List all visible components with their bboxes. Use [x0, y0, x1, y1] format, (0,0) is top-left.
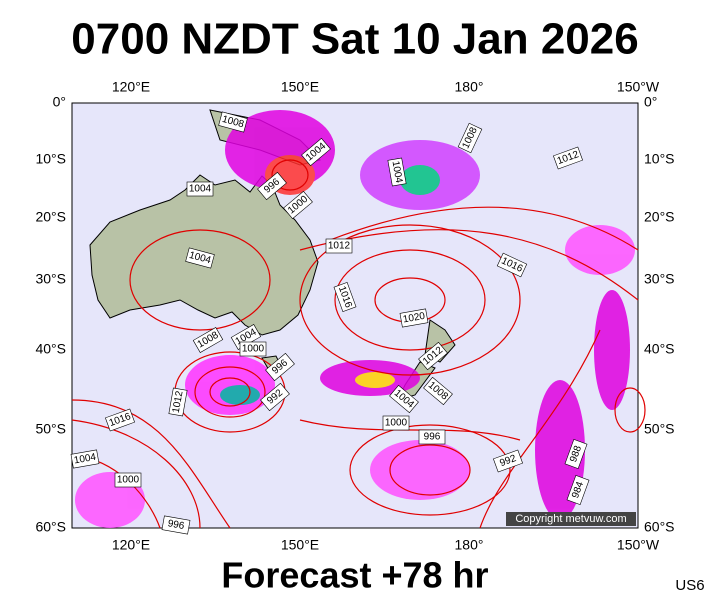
isobar-label-box — [283, 190, 313, 220]
isobar-label: 1020 — [399, 308, 429, 328]
isobar-label-box — [161, 515, 191, 535]
isobar-label-box — [186, 181, 214, 197]
isobar-label: 1008 — [218, 111, 248, 133]
isobar-label-box — [387, 157, 407, 187]
isobar-label-box — [382, 415, 410, 431]
isobar-label-box — [114, 472, 142, 488]
lon-label-bottom: 180° — [455, 537, 484, 553]
isobar-value: 1004 — [73, 452, 97, 467]
isobar-label-box — [218, 111, 248, 133]
isobar-label: 1012 — [553, 146, 583, 170]
isobar-label-box — [192, 327, 224, 353]
isobar-value: 1000 — [242, 344, 265, 355]
isobar-label-box — [418, 341, 448, 371]
isobar-label-box — [260, 382, 290, 412]
isobar-label: 996 — [265, 352, 295, 382]
isobar-label: 1004 — [387, 157, 407, 187]
isobar-value: 996 — [424, 432, 441, 443]
isobar-label: 1016 — [105, 408, 135, 432]
isobar-value: 1000 — [117, 475, 140, 486]
isobar-value: 1020 — [402, 311, 426, 326]
lat-label-right: 50°S — [644, 421, 675, 437]
lat-label-left: 10°S — [35, 151, 66, 167]
isobar-label: 996 — [161, 515, 191, 535]
lat-label-right: 0° — [644, 94, 657, 110]
lat-label-right: 40°S — [644, 341, 675, 357]
isobar-label: 996 — [418, 429, 446, 445]
lat-label-left: 0° — [53, 94, 66, 110]
isobar-label-box — [105, 408, 135, 432]
isobar-label: 1008 — [457, 122, 483, 154]
isobar-label: 992 — [493, 449, 523, 473]
copyright-box — [506, 512, 636, 526]
isobar-label-box — [389, 384, 419, 414]
isobar-label-box — [493, 449, 523, 473]
isobar-label-box — [185, 247, 215, 269]
lat-label-left: 60°S — [35, 519, 66, 535]
isobar-label: 1016 — [333, 282, 357, 312]
isobar-label-box — [423, 376, 453, 406]
isobar-label-box — [325, 238, 353, 254]
isobar-label-box — [566, 475, 590, 505]
isobar-value: 996 — [167, 518, 186, 532]
isobar-value: 1004 — [390, 160, 405, 184]
lat-label-left: 40°S — [35, 341, 66, 357]
lat-label-right: 60°S — [644, 519, 675, 535]
isobar-label: 992 — [260, 382, 290, 412]
isobar-label: 1004 — [70, 449, 100, 469]
isobar-label-box — [553, 146, 583, 170]
lat-label-left: 30°S — [35, 271, 66, 287]
copyright: Copyright metvuw.com — [515, 513, 626, 525]
isobar-value: 1000 — [385, 418, 408, 429]
isobar-label-box — [457, 122, 483, 154]
isobar-label-box — [496, 252, 528, 278]
isobar-label: 1000 — [114, 472, 142, 488]
isobar-value: 1004 — [189, 184, 212, 195]
lon-label-bottom: 150°E — [281, 537, 319, 553]
isobar-label-box — [257, 171, 287, 201]
isobar-label: 1012 — [325, 238, 353, 254]
isobar-label-box — [168, 387, 188, 417]
isobar-label: 1004 — [186, 181, 214, 197]
lat-label-right: 20°S — [644, 209, 675, 225]
forecast-label: Forecast +78 hr — [221, 555, 488, 596]
isobar-label: 996 — [257, 171, 287, 201]
isobar-label: 988 — [564, 439, 588, 469]
isobar-label-box — [239, 341, 267, 357]
isobar-label-box — [70, 449, 100, 469]
model-label: US6 — [675, 577, 704, 594]
isobar-label-box — [418, 429, 446, 445]
lat-label-left: 50°S — [35, 421, 66, 437]
isobar-label: 1000 — [382, 415, 410, 431]
lon-label-bottom: 120°E — [112, 537, 150, 553]
lat-label-right: 10°S — [644, 151, 675, 167]
isobar-label-box — [564, 439, 588, 469]
lon-label-top: 180° — [455, 79, 484, 95]
isobar-label: 1004 — [185, 247, 215, 269]
isobar-label: 1012 — [168, 387, 188, 417]
lon-label-bottom: 150°W — [617, 537, 660, 553]
isobar-value: 1012 — [171, 390, 186, 414]
isobar-label: 1016 — [496, 252, 528, 278]
lat-label-left: 20°S — [35, 209, 66, 225]
lat-label-right: 30°S — [644, 271, 675, 287]
isobar-label-box — [399, 308, 429, 328]
isobar-value: 1012 — [328, 241, 351, 252]
isobar-label: 984 — [566, 475, 590, 505]
lon-label-top: 120°E — [112, 79, 150, 95]
map-title: 0700 NZDT Sat 10 Jan 2026 — [71, 15, 638, 64]
isobar-label-box — [301, 137, 331, 167]
isobar-label-box — [333, 282, 357, 312]
isobar-label: 1000 — [239, 341, 267, 357]
lon-label-top: 150°W — [617, 79, 660, 95]
lon-label-top: 150°E — [281, 79, 319, 95]
isobar-label-box — [265, 352, 295, 382]
